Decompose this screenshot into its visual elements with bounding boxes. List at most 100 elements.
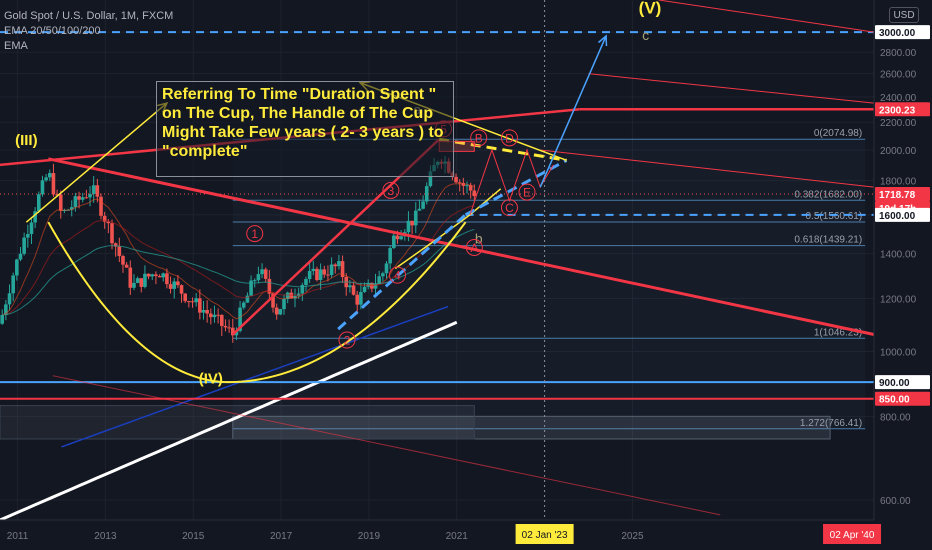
fib-level-label: 1.272(766.41): [800, 418, 862, 429]
candle-body: [44, 177, 48, 181]
candle-body: [457, 182, 462, 184]
wave-label: E: [523, 186, 531, 200]
candle-body: [165, 273, 169, 285]
candle-body: [424, 186, 429, 202]
time-marker-label: 02 Jan '23: [522, 530, 568, 541]
fib-area: [232, 139, 866, 429]
ema-legend: EMA 20/50/100/200: [4, 25, 101, 37]
candle-body: [322, 269, 327, 275]
candle-body: [176, 281, 180, 286]
candle-body: [15, 259, 19, 276]
annotation-note: Referring To Time "Duration Spent " on T…: [156, 81, 454, 177]
price-tag-bg: [875, 25, 930, 40]
candle-body: [282, 299, 286, 310]
wave-label: B: [475, 131, 483, 145]
wave-label: A: [470, 241, 478, 255]
price-tick-label: 2600.00: [880, 70, 917, 81]
candle-body: [201, 309, 206, 313]
candle-body: [362, 286, 367, 293]
candle-body: [157, 275, 162, 278]
ema-line: [2, 228, 475, 316]
candle-body: [143, 273, 147, 287]
price-tag-label: 2300.23: [879, 105, 916, 116]
price-tag-label: 900.00: [879, 378, 910, 389]
candle-body: [421, 201, 425, 209]
price-tag-bg: [875, 186, 930, 201]
candle-body: [256, 274, 261, 281]
candle-body: [47, 173, 52, 178]
candle-body: [472, 190, 477, 197]
candle-body: [168, 284, 173, 289]
fibonacci-levels: 0(2074.98) 0.382(1682.00) 0.5(1560.61) 0.61…: [0, 128, 866, 440]
candle-body: [121, 256, 125, 265]
candle-body: [311, 268, 316, 272]
wave-label-circle: [388, 266, 406, 284]
candle-body: [139, 278, 144, 287]
currency-button[interactable]: USD: [889, 7, 919, 23]
candle-body: [223, 325, 228, 328]
wave-label-circle: [338, 331, 356, 349]
fib-level-label: 0.5(1560.61): [805, 211, 862, 222]
candle-body: [373, 283, 378, 289]
falling-resistance-dashed: [438, 137, 567, 162]
thin-red-line-4: [52, 375, 721, 516]
time-marker-bg: [515, 524, 574, 544]
ema-line: [1, 183, 475, 320]
candle-body: [4, 304, 8, 316]
time-tick-label: 2025: [621, 531, 644, 542]
horizontal-levels: [0, 0, 874, 520]
time-tick-label: 2011: [7, 531, 29, 542]
price-tag-bg: [875, 207, 930, 222]
wave-label: b: [475, 230, 483, 246]
candle-body: [263, 269, 268, 279]
wave-label: (III): [15, 132, 38, 149]
candle-body: [278, 309, 283, 315]
candle-body: [124, 264, 129, 268]
candle-body: [179, 285, 184, 294]
candle-body: [454, 176, 458, 183]
price-axis-bg: [874, 0, 932, 550]
candle-body: [241, 302, 246, 308]
candle-body: [183, 293, 187, 302]
candle-body: [80, 197, 85, 200]
wave-label-circle: [382, 181, 400, 199]
candle-body: [410, 220, 414, 226]
candle-body: [333, 264, 338, 267]
candle-body: [245, 295, 250, 303]
candle-body: [36, 194, 41, 212]
price-tag-label: 1718.78: [879, 190, 916, 201]
yellow-arrow-left: [25, 102, 168, 223]
candle-body: [465, 185, 469, 187]
candle-body: [468, 185, 473, 191]
candle-body: [95, 185, 100, 197]
price-tick-label: 1400.00: [880, 250, 917, 261]
candle-body: [348, 285, 352, 288]
candle-body: [384, 263, 389, 274]
candle-body: [51, 173, 56, 195]
candle-body: [91, 185, 96, 194]
thin-red-line-3: [658, 0, 875, 33]
thin-red-line-1: [588, 73, 875, 104]
candle-body: [304, 279, 308, 285]
price-tag-bg: [875, 102, 930, 117]
candle-body: [0, 315, 4, 324]
wave-label-circle: [518, 183, 536, 201]
candle-body: [355, 294, 360, 305]
wave-label: C: [505, 201, 514, 215]
candle-body: [315, 268, 319, 281]
wave-label: (V): [639, 0, 662, 17]
candle-body: [230, 327, 235, 336]
ema-lines: [0, 183, 475, 522]
candle-body: [399, 236, 403, 240]
candle-body: [300, 284, 305, 294]
ema-100-line: [61, 305, 449, 448]
ema-200-line: [0, 320, 458, 522]
candle-body: [29, 222, 34, 235]
candle-body: [88, 193, 92, 198]
candle-body: [285, 292, 290, 300]
wave-labels: (III)(IV)(V)cab12345ABCDE: [15, 0, 661, 388]
candle-body: [22, 237, 26, 254]
candle-body: [77, 196, 81, 200]
